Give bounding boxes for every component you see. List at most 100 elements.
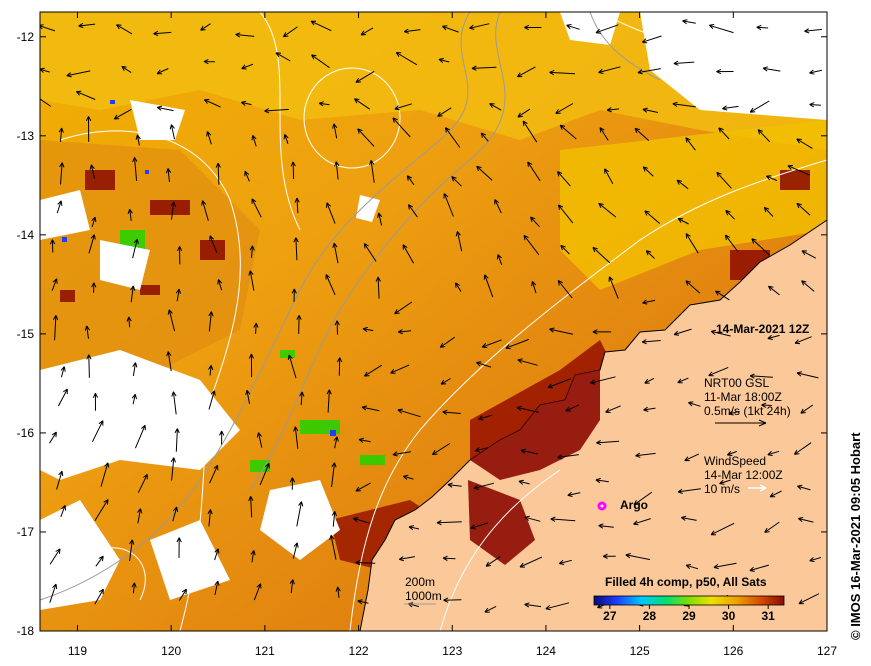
current-vector-arrow [49, 431, 57, 444]
current-vector-arrow [809, 557, 822, 563]
x-tick-label: 124 [536, 644, 556, 658]
current-vector-arrow [170, 457, 176, 481]
current-vector-arrow [761, 402, 772, 408]
current-vector-arrow [219, 430, 225, 445]
current-vector-arrow [716, 171, 732, 189]
current-vector-arrow [134, 424, 146, 449]
current-vector-arrow [332, 242, 339, 264]
current-vector-arrow [244, 170, 250, 182]
current-vector-arrow [478, 414, 492, 421]
current-vector-arrow [132, 362, 138, 377]
colorbar-tick-label: 29 [682, 609, 696, 623]
current-vector-arrow [94, 588, 104, 605]
current-vector-arrow [251, 198, 262, 218]
contour-200m-label: 200m [405, 575, 435, 589]
current-vector-arrow [469, 23, 490, 30]
current-vector-arrow [765, 175, 778, 181]
coastal-warm-strip [470, 370, 600, 480]
current-vector-arrow [398, 556, 415, 562]
current-vector-arrow [91, 216, 97, 228]
current-vector-arrow [209, 464, 219, 484]
current-vector-arrow [635, 452, 656, 458]
current-vector-arrow [557, 171, 571, 187]
current-vector-arrow [392, 451, 411, 457]
current-vector-arrow [718, 127, 730, 140]
current-vector-arrow [557, 454, 579, 460]
map-frame [39, 11, 828, 632]
current-vector-arrow [677, 218, 689, 225]
y-tick-label: -14 [17, 228, 35, 242]
current-vector-arrow [796, 371, 819, 379]
current-vector-arrow [178, 588, 187, 601]
current-vector-arrow [555, 103, 574, 114]
current-vector-arrow [642, 299, 656, 305]
current-vector-arrow [442, 555, 456, 561]
map-plot-area [40, 12, 827, 631]
current-vector-arrow [172, 506, 179, 522]
y-axis: -12 -13 -14 -15 -16 -17 -18 [17, 30, 827, 638]
current-vector-arrow [708, 366, 729, 377]
current-scale-arrow [715, 419, 767, 427]
current-vector-arrow [335, 586, 341, 598]
current-vectors [40, 19, 823, 613]
current-vector-arrow [209, 235, 218, 254]
current-vector-arrow [708, 24, 734, 34]
current-vector-arrow [113, 108, 132, 120]
current-vector-arrow [715, 290, 730, 301]
current-vector-arrow [174, 428, 180, 452]
current-vector-arrow [596, 439, 620, 446]
current-vector-arrow [598, 202, 617, 218]
current-vector-arrow [724, 234, 738, 252]
coastal-warm-strip-south [468, 480, 535, 565]
current-vector-arrow [296, 314, 302, 334]
current-vector-arrow [201, 200, 209, 222]
current-vector-arrow [676, 179, 689, 190]
current-vector-arrow [549, 69, 576, 76]
current-vector-arrow [357, 599, 369, 605]
current-vector-arrow [95, 555, 104, 567]
current-vector-arrow [473, 482, 495, 490]
current-vector-arrow [637, 68, 661, 75]
current-vector-arrow [602, 553, 616, 559]
current-vector-arrow [325, 274, 336, 296]
current-vector-arrow [293, 426, 299, 449]
current-vector-arrow [749, 373, 773, 379]
current-vector-arrow [358, 437, 371, 443]
current-vector-arrow [756, 24, 769, 31]
current-vector-arrow [121, 65, 132, 74]
x-tick-label: 119 [68, 644, 87, 658]
current-vector-arrow [129, 539, 135, 561]
current-vector-arrow [283, 133, 289, 144]
current-vector-arrow [634, 127, 650, 141]
current-vector-arrow [66, 70, 91, 78]
current-vector-arrow [100, 462, 110, 487]
current-vector-arrow [207, 509, 213, 527]
current-vector-arrow [249, 245, 255, 258]
current-vector-arrow [310, 20, 332, 32]
current-vector-arrow [84, 325, 90, 339]
current-vector-arrow [363, 364, 383, 377]
map-date-label: 14-Mar-2021 12Z [716, 322, 809, 336]
current-vector-arrow [471, 65, 497, 71]
current-vector-arrow [56, 200, 63, 214]
current-vector-arrow [517, 358, 538, 366]
sst-warm-band-north [40, 12, 827, 150]
current-vector-arrow [89, 164, 95, 179]
current-vector-arrow [331, 462, 337, 488]
current-vector-arrow [60, 505, 67, 518]
current-vector-arrow [59, 162, 65, 185]
current-vector-arrow [787, 165, 811, 176]
current-vector-arrow [797, 484, 811, 491]
current-vector-arrow [408, 525, 420, 531]
current-vector-arrow [505, 338, 529, 350]
current-vector-arrow [57, 388, 68, 407]
current-vector-arrow [397, 408, 421, 418]
y-tick-label: -18 [17, 624, 35, 638]
current-vector-arrow [641, 339, 661, 345]
current-vector-arrow [353, 517, 370, 524]
current-vector-arrow [137, 508, 143, 524]
current-vector-arrow [685, 233, 699, 254]
current-vector-arrow [294, 197, 300, 214]
current-vector-arrow [361, 405, 380, 412]
x-axis: 119 120 121 122 123 124 125 126 127 [68, 12, 837, 658]
